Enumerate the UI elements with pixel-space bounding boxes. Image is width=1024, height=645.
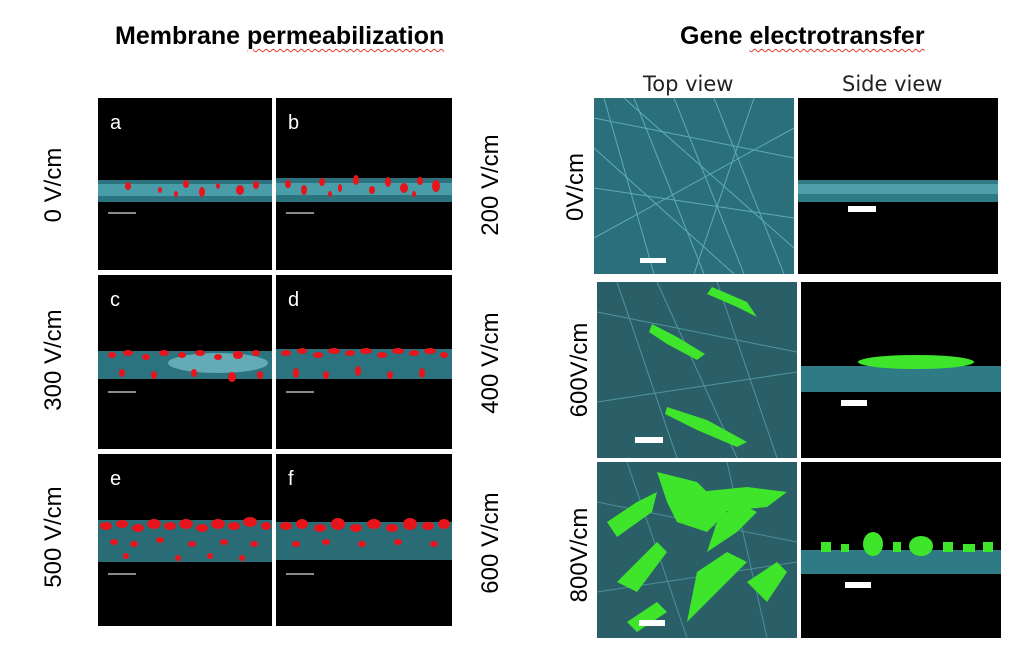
top-view-600v bbox=[597, 282, 797, 458]
title-word: permeabilization bbox=[246, 22, 445, 50]
top-view-label: Top view bbox=[643, 72, 734, 96]
panel-c: c bbox=[98, 275, 272, 449]
right-row-label-0: 0V/cm bbox=[562, 153, 589, 222]
panel-letter: f bbox=[288, 468, 294, 490]
top-view-800v bbox=[597, 462, 797, 638]
panel-a: a bbox=[98, 98, 272, 270]
panel-letter: c bbox=[110, 289, 120, 311]
panel-c-image bbox=[98, 350, 272, 393]
membrane-permeabilization-title: Membrane permeabilization bbox=[115, 22, 444, 51]
panel-f: f bbox=[276, 454, 452, 626]
panel-d: d bbox=[276, 275, 452, 449]
gene-electrotransfer-title: Gene electrotransfer bbox=[680, 22, 925, 51]
col-label-400: 400 V/cm bbox=[477, 312, 504, 414]
title-word: electrotransfer bbox=[749, 22, 925, 50]
panel-f-image bbox=[276, 518, 452, 575]
top-view-0v bbox=[594, 98, 794, 274]
top-view-600v-image bbox=[597, 282, 797, 458]
panel-letter: a bbox=[110, 112, 122, 134]
panel-a-image bbox=[98, 180, 272, 214]
top-view-0v-image bbox=[594, 98, 794, 274]
side-view-600v-image bbox=[801, 355, 1001, 406]
right-row-label-600: 600V/cm bbox=[566, 322, 593, 418]
side-view-800v bbox=[801, 462, 1001, 638]
panel-d-image bbox=[276, 348, 452, 393]
panel-b-image bbox=[276, 175, 452, 214]
panel-e-image bbox=[98, 517, 272, 575]
title-prefix: Gene bbox=[680, 22, 750, 50]
right-row-label-800: 800V/cm bbox=[566, 507, 593, 603]
panel-letter: b bbox=[288, 112, 300, 134]
panel-letter: d bbox=[288, 289, 300, 311]
col-label-200: 200 V/cm bbox=[477, 134, 504, 236]
side-view-0v-image bbox=[798, 180, 998, 212]
side-view-800v-image bbox=[801, 532, 1001, 588]
panel-b: b bbox=[276, 98, 452, 270]
top-view-800v-image bbox=[597, 462, 797, 638]
side-view-label: Side view bbox=[842, 72, 943, 96]
side-view-600v bbox=[801, 282, 1001, 458]
row-label-0: 0 V/cm bbox=[40, 147, 67, 223]
row-label-300: 300 V/cm bbox=[40, 309, 67, 411]
col-label-600: 600 V/cm bbox=[477, 492, 504, 594]
title-prefix: Membrane bbox=[115, 22, 247, 50]
row-label-500: 500 V/cm bbox=[40, 486, 67, 588]
panel-e: e bbox=[98, 454, 272, 626]
side-view-0v bbox=[798, 98, 998, 274]
panel-letter: e bbox=[110, 468, 122, 490]
